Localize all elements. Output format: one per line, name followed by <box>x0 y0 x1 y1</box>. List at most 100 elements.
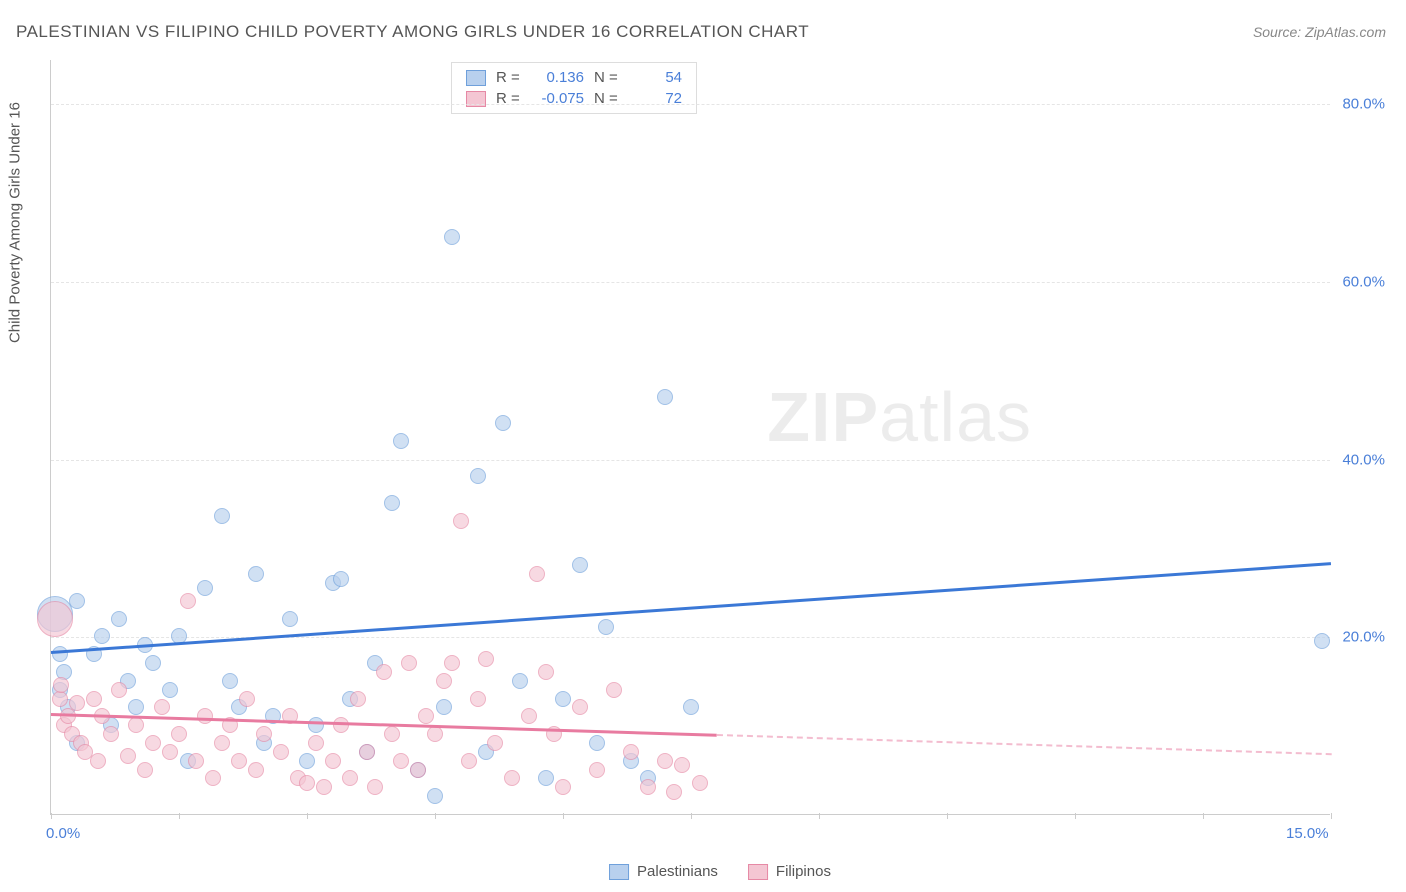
scatter-marker <box>239 691 255 707</box>
chart-title: PALESTINIAN VS FILIPINO CHILD POVERTY AM… <box>16 22 809 42</box>
scatter-marker <box>248 762 264 778</box>
scatter-marker <box>521 708 537 724</box>
gridline-h <box>51 460 1330 461</box>
scatter-marker <box>555 691 571 707</box>
scatter-marker <box>111 682 127 698</box>
scatter-marker <box>598 619 614 635</box>
scatter-marker <box>197 580 213 596</box>
scatter-marker <box>316 779 332 795</box>
stats-row: R =0.136N =54 <box>466 67 682 88</box>
scatter-marker <box>657 389 673 405</box>
scatter-marker <box>401 655 417 671</box>
scatter-marker <box>154 699 170 715</box>
scatter-marker <box>325 753 341 769</box>
stats-n-value: 54 <box>632 69 682 86</box>
gridline-h <box>51 104 1330 105</box>
scatter-marker <box>94 628 110 644</box>
scatter-marker <box>180 593 196 609</box>
legend: PalestiniansFilipinos <box>609 863 831 880</box>
x-tick <box>307 813 308 819</box>
scatter-marker <box>436 673 452 689</box>
scatter-marker <box>418 708 434 724</box>
scatter-marker <box>606 682 622 698</box>
scatter-marker <box>444 229 460 245</box>
scatter-marker <box>52 646 68 662</box>
scatter-marker <box>384 495 400 511</box>
plot-area: ZIPatlas R =0.136N =54R =-0.075N =72 20.… <box>50 60 1330 815</box>
scatter-marker <box>538 664 554 680</box>
scatter-marker <box>692 775 708 791</box>
scatter-marker <box>427 788 443 804</box>
scatter-marker <box>555 779 571 795</box>
scatter-marker <box>248 566 264 582</box>
scatter-marker <box>367 779 383 795</box>
scatter-marker <box>683 699 699 715</box>
scatter-marker <box>461 753 477 769</box>
scatter-marker <box>666 784 682 800</box>
scatter-marker <box>657 753 673 769</box>
scatter-marker <box>128 717 144 733</box>
stats-r-value: 0.136 <box>534 69 584 86</box>
scatter-marker <box>384 726 400 742</box>
scatter-marker <box>342 770 358 786</box>
scatter-marker <box>495 415 511 431</box>
scatter-marker <box>222 673 238 689</box>
scatter-marker <box>137 762 153 778</box>
scatter-marker <box>111 611 127 627</box>
x-tick <box>51 813 52 819</box>
scatter-marker <box>162 682 178 698</box>
scatter-marker <box>145 735 161 751</box>
stats-row: R =-0.075N =72 <box>466 88 682 109</box>
scatter-marker <box>214 508 230 524</box>
y-tick-label: 60.0% <box>1342 274 1385 291</box>
x-tick-label: 15.0% <box>1286 825 1329 842</box>
scatter-marker <box>478 651 494 667</box>
x-tick <box>819 813 820 819</box>
scatter-marker <box>410 762 426 778</box>
scatter-marker <box>145 655 161 671</box>
y-tick-label: 80.0% <box>1342 96 1385 113</box>
scatter-marker <box>674 757 690 773</box>
scatter-marker <box>128 699 144 715</box>
legend-swatch <box>609 864 629 880</box>
scatter-marker <box>188 753 204 769</box>
scatter-marker <box>453 513 469 529</box>
x-tick <box>1331 813 1332 819</box>
gridline-h <box>51 282 1330 283</box>
scatter-marker <box>171 726 187 742</box>
scatter-marker <box>359 744 375 760</box>
scatter-marker <box>299 775 315 791</box>
scatter-marker <box>86 691 102 707</box>
y-tick-label: 40.0% <box>1342 451 1385 468</box>
scatter-marker <box>282 611 298 627</box>
scatter-marker <box>90 753 106 769</box>
x-tick <box>1203 813 1204 819</box>
x-tick <box>691 813 692 819</box>
scatter-marker <box>103 726 119 742</box>
scatter-marker <box>273 744 289 760</box>
scatter-marker <box>256 726 272 742</box>
x-tick-label: 0.0% <box>46 825 80 842</box>
x-tick <box>179 813 180 819</box>
scatter-marker <box>333 717 349 733</box>
scatter-marker <box>470 691 486 707</box>
x-tick <box>435 813 436 819</box>
scatter-marker <box>69 593 85 609</box>
x-tick <box>563 813 564 819</box>
scatter-marker <box>214 735 230 751</box>
scatter-marker <box>162 744 178 760</box>
stats-box: R =0.136N =54R =-0.075N =72 <box>451 62 697 114</box>
scatter-marker <box>589 735 605 751</box>
y-tick-label: 20.0% <box>1342 629 1385 646</box>
scatter-marker <box>350 691 366 707</box>
scatter-marker <box>53 677 69 693</box>
x-tick <box>1075 813 1076 819</box>
scatter-marker <box>436 699 452 715</box>
scatter-marker <box>427 726 443 742</box>
scatter-marker <box>205 770 221 786</box>
scatter-marker <box>308 735 324 751</box>
scatter-marker <box>487 735 503 751</box>
scatter-marker <box>231 753 247 769</box>
scatter-marker <box>470 468 486 484</box>
chart-container: ZIPatlas R =0.136N =54R =-0.075N =72 20.… <box>50 60 1390 850</box>
